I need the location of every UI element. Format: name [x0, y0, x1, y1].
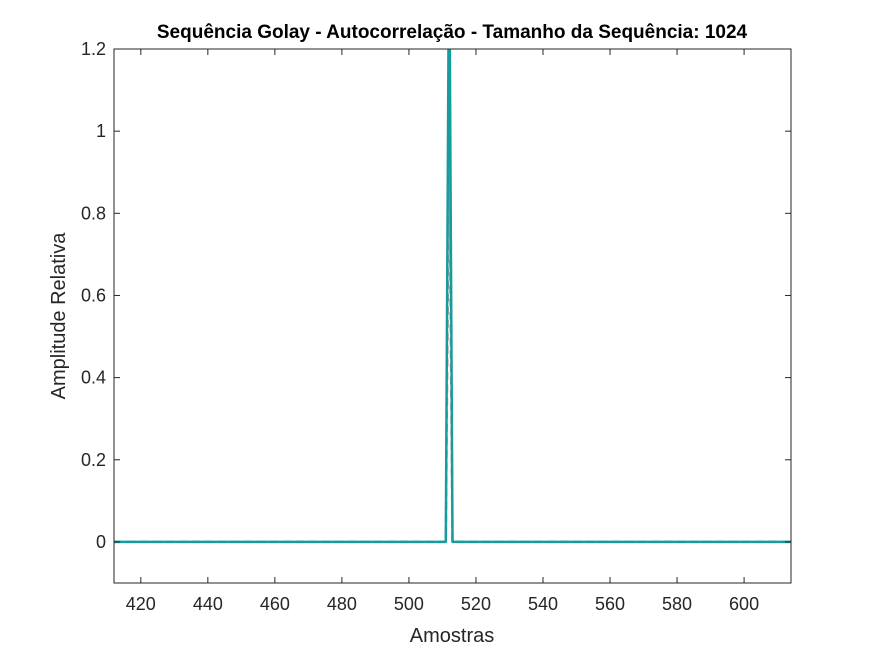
y-tick-label: 0.4 [81, 368, 106, 388]
chart-title: Sequência Golay - Autocorrelação - Taman… [157, 22, 748, 43]
y-tick-label: 0.2 [81, 450, 106, 470]
y-tick-label: 0 [96, 532, 106, 552]
series-layer [114, 49, 791, 544]
y-tick-label: 0.6 [81, 285, 106, 305]
x-tick-label: 580 [662, 594, 692, 614]
x-tick-label: 500 [394, 594, 424, 614]
x-tick-label: 420 [126, 594, 156, 614]
x-tick-label: 460 [260, 594, 290, 614]
y-axis-label: Amplitude Relativa [48, 232, 70, 400]
y-tick-label: 1.2 [81, 39, 106, 59]
axes-box [113, 48, 792, 584]
x-tick-label: 480 [327, 594, 357, 614]
x-tick-label: 520 [461, 594, 491, 614]
y-tick-label: 1 [96, 121, 106, 141]
x-axis-label: Amostras [410, 625, 494, 647]
x-tick-label: 560 [595, 594, 625, 614]
tick-layer: 420 440 460 480 500 520 540 560 580 600 0 0.2 0.4 0.6… [81, 39, 791, 614]
x-tick-label: 600 [729, 594, 759, 614]
x-tick-label: 440 [193, 594, 223, 614]
y-tick-label: 0.8 [81, 203, 106, 223]
series-line-2 [114, 49, 791, 544]
x-tick-label: 540 [528, 594, 558, 614]
